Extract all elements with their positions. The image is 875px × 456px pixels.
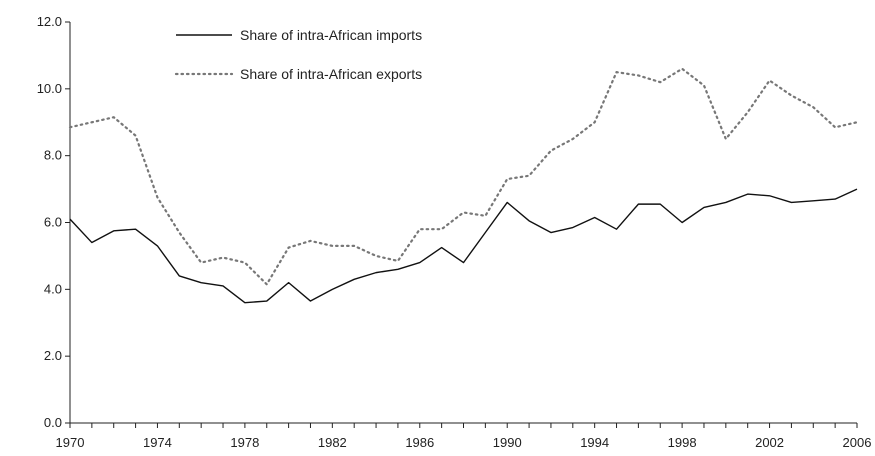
y-tick-label: 0.0 <box>44 415 62 430</box>
x-tick-label: 1970 <box>56 435 85 450</box>
series-line-imports <box>69 188 858 304</box>
series-layer <box>68 67 859 304</box>
y-tick-label: 6.0 <box>44 215 62 230</box>
x-tick-label: 1998 <box>668 435 697 450</box>
x-tick-label: 2006 <box>843 435 872 450</box>
x-tick-label: 1994 <box>580 435 609 450</box>
y-tick-label: 10.0 <box>37 81 62 96</box>
legend: Share of intra-African imports Share of … <box>174 27 422 82</box>
y-tick-label: 8.0 <box>44 148 62 163</box>
x-tick-label: 1982 <box>318 435 347 450</box>
x-tick-label: 1990 <box>493 435 522 450</box>
legend-label-exports: Share of intra-African exports <box>240 66 422 82</box>
x-tick-label: 2002 <box>755 435 784 450</box>
axes: 0.0 2.0 4.0 6.0 8.0 10.0 12.0 1970 1974 1978 1982 1… <box>37 14 872 450</box>
y-tick-label: 2.0 <box>44 348 62 363</box>
y-tick-label: 4.0 <box>44 281 62 296</box>
x-tick-label: 1974 <box>143 435 172 450</box>
y-tick-label: 12.0 <box>37 14 62 29</box>
series-line-exports <box>68 67 859 286</box>
x-tick-label: 1986 <box>405 435 434 450</box>
legend-label-imports: Share of intra-African imports <box>240 27 422 43</box>
x-tick-label: 1978 <box>230 435 259 450</box>
